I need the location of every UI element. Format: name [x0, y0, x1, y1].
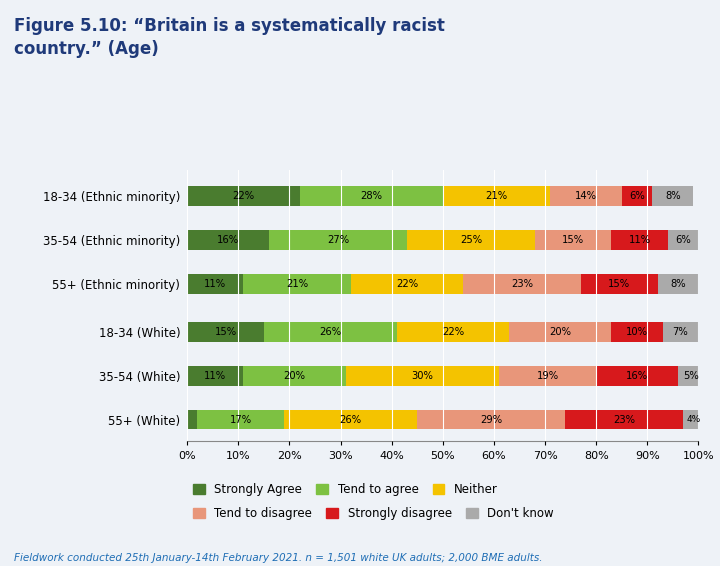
Bar: [683, 410, 703, 430]
Bar: [652, 186, 693, 206]
Text: 16%: 16%: [217, 235, 239, 245]
Text: 21%: 21%: [286, 278, 308, 289]
Text: 8%: 8%: [665, 191, 680, 201]
Bar: [657, 274, 698, 294]
Bar: [187, 230, 269, 250]
Bar: [407, 230, 535, 250]
Text: 19%: 19%: [536, 371, 559, 381]
Bar: [346, 366, 499, 385]
Bar: [621, 186, 652, 206]
Bar: [284, 410, 417, 430]
Text: Fieldwork conducted 25th January-14th February 2021. n = 1,501 white UK adults; : Fieldwork conducted 25th January-14th Fe…: [14, 553, 543, 563]
Bar: [463, 274, 581, 294]
Text: 29%: 29%: [480, 414, 503, 424]
Bar: [611, 230, 667, 250]
Text: 17%: 17%: [230, 414, 252, 424]
Text: 8%: 8%: [670, 278, 685, 289]
Text: 6%: 6%: [629, 191, 645, 201]
Text: 21%: 21%: [485, 191, 508, 201]
Bar: [443, 186, 550, 206]
Text: Figure 5.10: “Britain is a systematically racist
country.” (Age): Figure 5.10: “Britain is a systematicall…: [14, 17, 445, 58]
Text: 22%: 22%: [396, 278, 418, 289]
Text: 22%: 22%: [233, 191, 254, 201]
Bar: [565, 410, 683, 430]
Text: 23%: 23%: [613, 414, 635, 424]
Text: 11%: 11%: [629, 235, 651, 245]
Text: 15%: 15%: [608, 278, 630, 289]
Text: 10%: 10%: [626, 327, 648, 337]
Text: 15%: 15%: [562, 235, 584, 245]
Legend: Tend to disagree, Strongly disagree, Don't know: Tend to disagree, Strongly disagree, Don…: [193, 507, 554, 520]
Text: 11%: 11%: [204, 371, 226, 381]
Bar: [397, 322, 509, 342]
Text: 25%: 25%: [460, 235, 482, 245]
Text: 4%: 4%: [686, 415, 701, 424]
Bar: [550, 186, 621, 206]
Text: 20%: 20%: [284, 371, 305, 381]
Bar: [243, 366, 346, 385]
Text: 26%: 26%: [340, 414, 362, 424]
Bar: [187, 186, 300, 206]
Bar: [611, 322, 662, 342]
Bar: [187, 274, 243, 294]
Text: 6%: 6%: [675, 235, 691, 245]
Text: 22%: 22%: [442, 327, 464, 337]
Text: 28%: 28%: [360, 191, 382, 201]
Bar: [678, 366, 703, 385]
Text: 5%: 5%: [683, 371, 698, 381]
Text: 15%: 15%: [215, 327, 237, 337]
Bar: [243, 274, 351, 294]
Bar: [269, 230, 407, 250]
Text: 23%: 23%: [511, 278, 533, 289]
Text: 7%: 7%: [672, 327, 688, 337]
Bar: [596, 366, 678, 385]
Text: 11%: 11%: [204, 278, 226, 289]
Bar: [509, 322, 611, 342]
Text: 26%: 26%: [319, 327, 341, 337]
Bar: [187, 366, 243, 385]
Bar: [300, 186, 443, 206]
Bar: [667, 230, 698, 250]
Bar: [581, 274, 657, 294]
Bar: [535, 230, 611, 250]
Bar: [499, 366, 596, 385]
Bar: [264, 322, 397, 342]
Text: 14%: 14%: [575, 191, 597, 201]
Text: 27%: 27%: [327, 235, 349, 245]
Text: 20%: 20%: [549, 327, 572, 337]
Bar: [187, 322, 264, 342]
Bar: [418, 410, 565, 430]
Bar: [662, 322, 698, 342]
Bar: [187, 410, 197, 430]
Text: 30%: 30%: [411, 371, 433, 381]
Bar: [197, 410, 284, 430]
Bar: [351, 274, 463, 294]
Text: 16%: 16%: [626, 371, 648, 381]
